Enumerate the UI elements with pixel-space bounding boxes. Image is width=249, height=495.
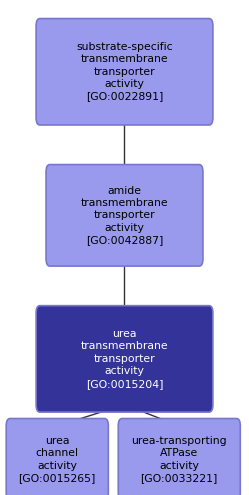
Text: urea
transmembrane
transporter
activity
[GO:0015204]: urea transmembrane transporter activity … <box>81 329 168 389</box>
Text: urea
channel
activity
[GO:0015265]: urea channel activity [GO:0015265] <box>19 436 96 483</box>
FancyBboxPatch shape <box>46 165 203 266</box>
Text: substrate-specific
transmembrane
transporter
activity
[GO:0022891]: substrate-specific transmembrane transpo… <box>76 42 173 101</box>
FancyBboxPatch shape <box>6 418 108 495</box>
FancyBboxPatch shape <box>118 418 240 495</box>
Text: amide
transmembrane
transporter
activity
[GO:0042887]: amide transmembrane transporter activity… <box>81 186 168 245</box>
Text: urea-transporting
ATPase
activity
[GO:0033221]: urea-transporting ATPase activity [GO:00… <box>131 436 227 483</box>
FancyBboxPatch shape <box>36 305 213 412</box>
FancyBboxPatch shape <box>36 19 213 125</box>
